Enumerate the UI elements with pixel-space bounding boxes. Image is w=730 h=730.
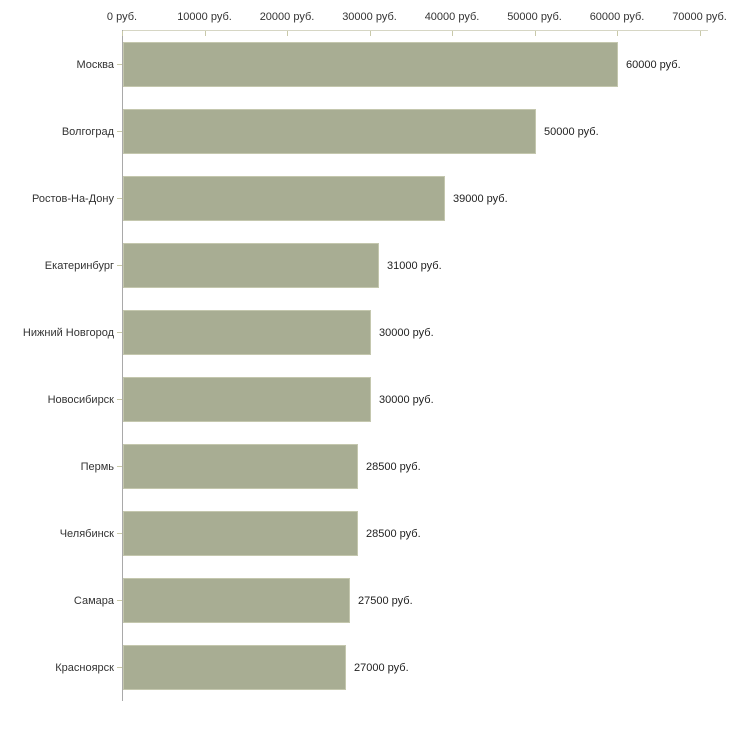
bar-value-label: 27000 руб. — [354, 661, 409, 674]
x-axis-tick-label: 0 руб. — [106, 11, 138, 23]
x-axis-tick-label: 20000 руб. — [259, 11, 315, 23]
y-axis-tick — [117, 600, 122, 601]
x-axis-tick-label: 60000 руб. — [589, 11, 645, 23]
bar — [123, 42, 618, 87]
bar-value-label: 30000 руб. — [379, 326, 434, 339]
bar — [123, 511, 358, 556]
x-axis-tick — [452, 31, 453, 36]
x-axis-tick — [699, 31, 701, 36]
bar — [123, 377, 371, 422]
bar — [123, 310, 371, 355]
category-label: Нижний Новгород — [22, 326, 114, 339]
x-axis-tick-label: 10000 руб. — [177, 11, 232, 23]
category-label: Пермь — [80, 460, 114, 473]
bar — [123, 578, 350, 623]
y-axis-tick — [117, 131, 122, 132]
bar — [123, 645, 346, 690]
y-axis-tick — [117, 332, 122, 333]
bar — [123, 444, 358, 489]
x-axis-tick — [617, 31, 618, 36]
y-axis-tick — [117, 533, 122, 534]
category-label: Новосибирск — [47, 393, 114, 406]
category-label: Красноярск — [55, 661, 114, 674]
bar — [123, 243, 379, 288]
category-label: Москва — [76, 58, 114, 71]
bar-value-label: 39000 руб. — [453, 192, 508, 205]
y-axis-tick — [117, 667, 122, 668]
bar-value-label: 31000 руб. — [387, 259, 442, 272]
bar — [123, 176, 445, 221]
category-label: Ростов-На-Дону — [31, 192, 114, 205]
category-label: Екатеринбург — [44, 259, 114, 272]
y-axis-line — [122, 30, 123, 701]
bar-value-label: 50000 руб. — [544, 125, 599, 138]
bar-value-label: 60000 руб. — [626, 58, 681, 71]
x-axis-tick — [287, 31, 288, 36]
bar-value-label: 27500 руб. — [358, 594, 413, 607]
y-axis-tick — [117, 265, 122, 266]
bar — [123, 109, 536, 154]
bar-value-label: 30000 руб. — [379, 393, 434, 406]
x-axis-tick — [204, 31, 206, 36]
x-axis-tick — [534, 31, 536, 36]
bar-value-label: 28500 руб. — [366, 460, 421, 473]
x-axis-tick-label: 70000 руб. — [672, 11, 727, 23]
x-axis-tick-label: 30000 руб. — [342, 11, 397, 23]
x-axis-tick — [122, 31, 123, 36]
category-label: Волгоград — [61, 125, 114, 138]
y-axis-tick — [117, 64, 122, 65]
bar-value-label: 28500 руб. — [366, 527, 421, 540]
x-axis-line — [122, 30, 708, 31]
x-axis-tick-label: 40000 руб. — [424, 11, 480, 23]
x-axis-tick-label: 50000 руб. — [507, 11, 562, 23]
y-axis-tick — [117, 198, 122, 199]
y-axis-tick — [117, 466, 122, 467]
category-label: Челябинск — [59, 527, 114, 540]
category-label: Самара — [73, 594, 114, 607]
y-axis-tick — [117, 399, 122, 400]
x-axis-tick — [369, 31, 371, 36]
